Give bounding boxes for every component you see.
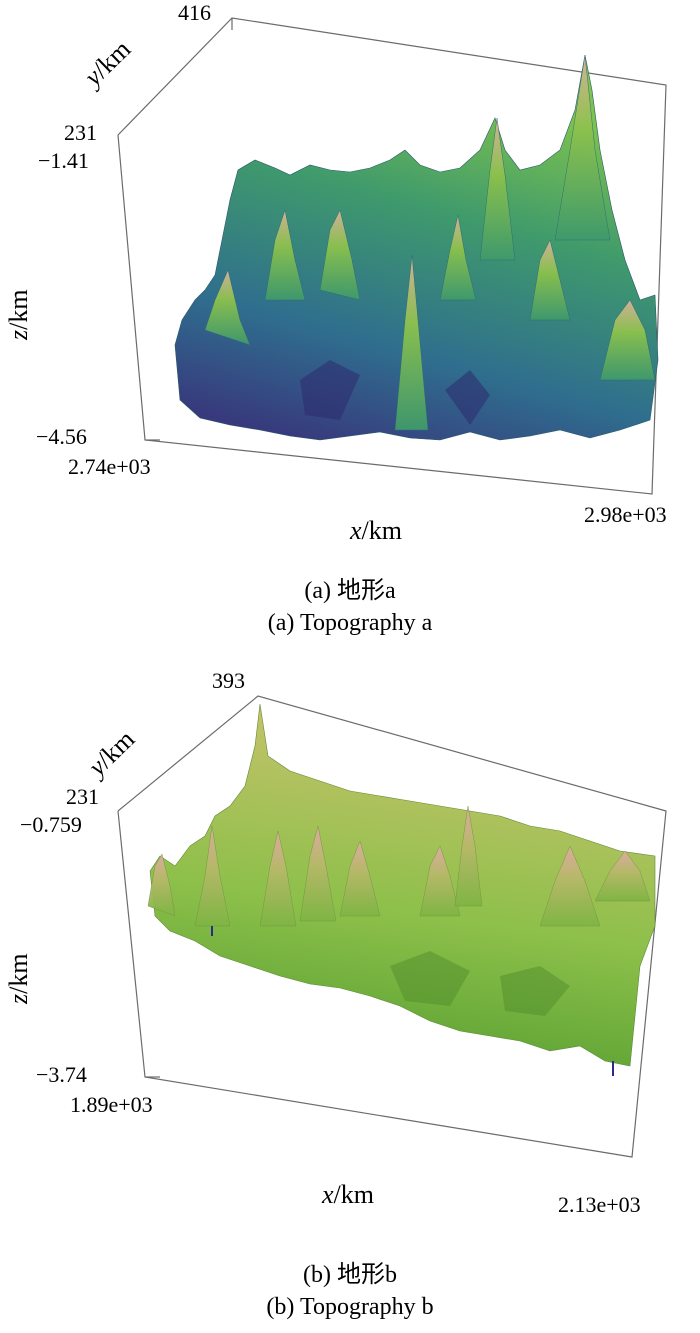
caption-en-a: (a) Topography a <box>267 610 433 636</box>
tick-y-bottom-b: 231 <box>66 784 99 809</box>
figure-b: 393 231 −0.759 −3.74 1.89e+03 2.13e+03 y… <box>0 666 700 1333</box>
tick-z-bottom-b: −3.74 <box>36 1062 87 1087</box>
caption-en-b: (b) Topography b <box>266 1294 434 1320</box>
terrain-surface-a <box>174 54 659 441</box>
tick-y-top-a: 416 <box>178 0 211 25</box>
tick-x-right-b: 2.13e+03 <box>558 1192 641 1217</box>
tick-z-bottom-a: −4.56 <box>36 424 87 449</box>
tick-z-top-a: −1.41 <box>38 148 89 173</box>
surface-plot-b <box>117 695 667 1158</box>
terrain-surface-b <box>147 703 656 1076</box>
bounding-box-a <box>117 17 667 495</box>
surface-plot-a <box>117 17 667 495</box>
caption-cn-a: (a) 地形a <box>304 578 396 604</box>
axis-label-x-a: x/km <box>350 516 402 545</box>
axis-label-x-b: x/km <box>322 1180 374 1209</box>
tick-x-left-a: 2.74e+03 <box>68 454 151 479</box>
caption-cn-b: (b) 地形b <box>303 1262 397 1288</box>
tick-y-bottom-a: 231 <box>64 120 97 145</box>
bounding-box-b <box>117 695 667 1158</box>
axis-label-z-b: z/km <box>4 953 33 1004</box>
tick-z-top-b: −0.759 <box>20 812 82 837</box>
tick-y-top-b: 393 <box>212 668 245 693</box>
axis-label-z-a: z/km <box>4 289 33 340</box>
tick-x-right-a: 2.98e+03 <box>584 502 667 527</box>
figure-a: 416 231 −1.41 −4.56 2.74e+03 2.98e+03 y/… <box>0 0 700 666</box>
tick-x-left-b: 1.89e+03 <box>70 1092 153 1117</box>
